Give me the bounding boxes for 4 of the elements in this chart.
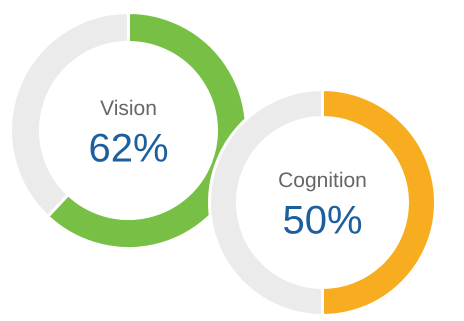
text: Cognition (278, 169, 367, 192)
text: Vision (100, 97, 157, 120)
data-label: 50% (282, 198, 363, 242)
data-label: 62% (88, 126, 169, 170)
